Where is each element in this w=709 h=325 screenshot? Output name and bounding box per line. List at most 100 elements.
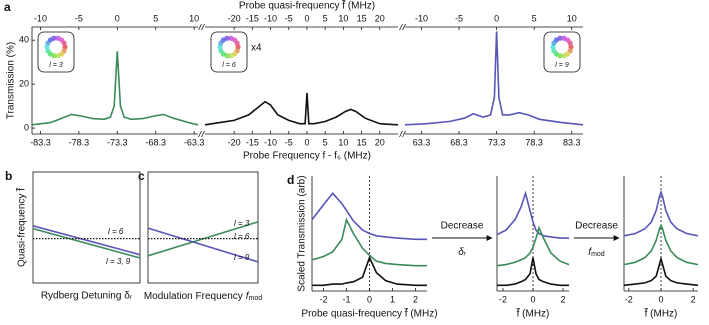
x-axis-title-text: Modulation Frequency: [144, 291, 243, 302]
x2-tick-label: -5: [75, 13, 83, 23]
data-line: [31, 51, 199, 126]
x-tick-label: -15: [246, 137, 259, 147]
x2-tick-label: 5: [323, 13, 328, 23]
x2-tick-label: 0: [115, 13, 120, 23]
x-axis-title: f̃ (MHz): [643, 307, 677, 320]
x-axis-title: Modulation Frequency fmod: [144, 291, 262, 302]
x-tick-label: 20: [375, 137, 385, 147]
x-tick-label: 0: [530, 294, 535, 304]
x-tick-label: 73.3: [488, 137, 506, 147]
ring-dot: [550, 44, 556, 50]
data-line: [623, 255, 699, 287]
x-tick-label: -1: [342, 294, 350, 304]
arrow-label: Decrease: [441, 221, 484, 232]
annotation: l = 9: [234, 253, 250, 262]
data-line: [312, 255, 427, 287]
data-line: [496, 190, 569, 239]
x-axis-title-symbol: f: [246, 291, 250, 302]
arrow-symbol: δᵣ: [458, 247, 467, 258]
y-tick-label: 20: [19, 79, 29, 89]
x-tick-label: -2: [625, 294, 633, 304]
panel-label: a: [4, 0, 11, 14]
x-tick-label: 2: [413, 294, 418, 304]
y-axis-title: Transmission (%): [6, 42, 17, 119]
panel-label: c: [138, 169, 145, 183]
ring-dot: [557, 35, 563, 41]
data-line: [404, 31, 584, 126]
ring-dot: [51, 35, 57, 41]
x-tick-label: 78.3: [525, 137, 543, 147]
x-tick-label: 0: [367, 294, 372, 304]
ring-dot: [235, 44, 241, 50]
x-tick-label: 68.3: [450, 137, 468, 147]
x-tick-label: -83.3: [30, 137, 51, 147]
x-tick-label: 83.3: [563, 137, 581, 147]
arrow-symbol-text: f: [588, 247, 592, 258]
ring-dot: [224, 35, 230, 41]
annotation: l = 6: [108, 227, 124, 236]
x2-tick-label: -20: [228, 13, 241, 23]
axis-break: [402, 130, 406, 138]
x-tick-label: 2: [691, 294, 696, 304]
inset-label: l = 6: [222, 62, 236, 69]
x2-tick-label: 10: [338, 13, 348, 23]
x-axis-title: Probe quasi-frequency f̃ (MHz): [301, 307, 437, 320]
ring-dot: [61, 40, 67, 46]
x2-tick-label: 0: [494, 13, 499, 23]
x-tick-label: 63.3: [413, 137, 431, 147]
x2-tick-label: -5: [455, 13, 463, 23]
x-axis-title: f̃ (MHz): [515, 307, 549, 320]
x2-tick-label: -10: [264, 13, 277, 23]
inset-label: l = 3: [49, 62, 63, 69]
x-tick-label: -2: [319, 294, 327, 304]
ring-dot: [45, 48, 51, 54]
x-tick-label: -5: [285, 137, 293, 147]
annotation: l = 6: [234, 232, 250, 241]
ring-dot: [228, 53, 234, 59]
x-tick-label: 0: [658, 294, 663, 304]
y-axis-title: Quasi-frequency f̃: [15, 187, 28, 267]
data-line: [147, 227, 259, 263]
ring-dot: [44, 44, 50, 50]
axis-break: [399, 23, 403, 31]
x2-tick-label: 5: [532, 13, 537, 23]
axis-break: [201, 130, 205, 138]
arrow-symbol-text: δᵣ: [458, 247, 467, 258]
y-axis-title: Scaled Transmission (arb): [297, 175, 308, 291]
annotation: l = 3: [234, 219, 250, 228]
x2-tick-label: 10: [567, 13, 577, 23]
x-tick-label: -63.3: [184, 137, 205, 147]
data-line: [32, 225, 141, 256]
x-tick-label: 2: [560, 294, 565, 304]
data-line: [623, 223, 699, 266]
x-tick-label: -73.3: [107, 137, 128, 147]
x-tick-label: 5: [323, 137, 328, 147]
x-tick-label: -68.3: [145, 137, 166, 147]
arrow-symbol-sub: mod: [591, 251, 605, 258]
axis-break: [402, 23, 406, 31]
x-tick-label: -2: [499, 294, 507, 304]
x2-tick-label: -5: [285, 13, 293, 23]
x2-tick-label: 10: [189, 13, 199, 23]
panel-label: b: [5, 169, 12, 183]
ring-dot: [217, 44, 223, 50]
plot-frame: [147, 171, 259, 284]
panel-label: d: [287, 173, 294, 187]
ring-dot: [234, 40, 240, 46]
axis-break: [198, 130, 202, 138]
x-tick-label: -78.3: [69, 137, 90, 147]
x-tick-label: -20: [228, 137, 241, 147]
x-tick-label: 10: [338, 137, 348, 147]
x-axis-title: Probe Frequency f - f₆ (MHz): [243, 151, 371, 162]
x2-tick-label: 0: [304, 13, 309, 23]
x2-tick-label: -10: [34, 13, 47, 23]
arrow-label: Decrease: [575, 221, 618, 232]
x2-tick-label: -10: [415, 13, 428, 23]
ring-dot: [62, 44, 68, 50]
data-line: [496, 225, 570, 267]
y-tick-label: 40: [19, 35, 29, 45]
x2-tick-label: -15: [246, 13, 259, 23]
ring-dot: [567, 40, 573, 46]
y-tick-label: 0: [24, 122, 29, 132]
data-line: [311, 192, 427, 241]
